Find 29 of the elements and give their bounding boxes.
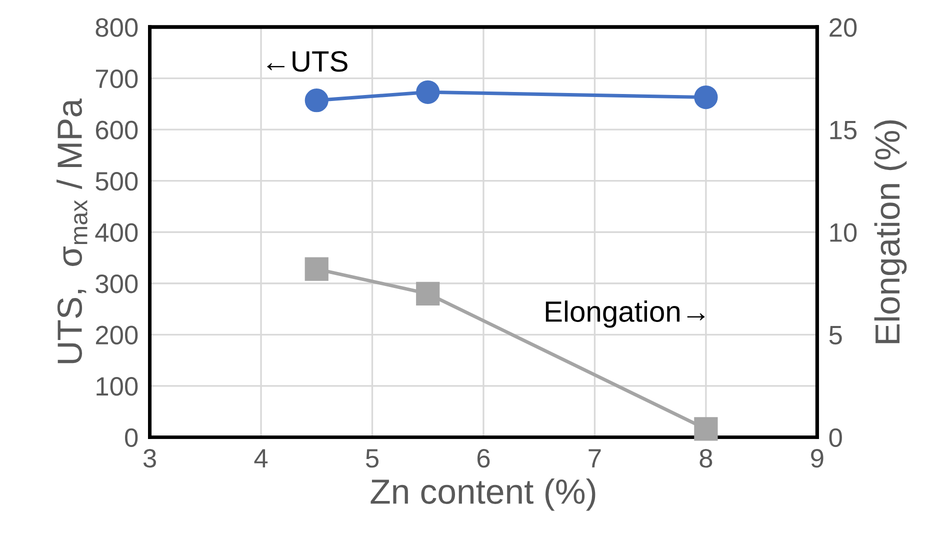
y2-tick-label: 5 (829, 326, 842, 344)
point (304, 257, 328, 281)
point (694, 417, 718, 441)
point (416, 282, 440, 306)
y-axis-title: UTS, σ$_{max}$ / MPa (56, 98, 88, 364)
y2-tick-label: 0 (829, 428, 842, 448)
y2-tick-label: 15 (830, 120, 857, 140)
y-tick-label: 600 (96, 120, 138, 140)
x-tick-label: 3 (143, 448, 156, 468)
y-tick-label: 800 (96, 18, 138, 37)
x-tick-label: 5 (366, 449, 378, 468)
x-tick-label: 4 (254, 449, 268, 468)
y-tick-label: 0 (125, 428, 138, 448)
y-tick-label: 500 (96, 172, 138, 191)
y-tick-label: 700 (96, 69, 138, 88)
x-tick-label: 7 (588, 449, 601, 468)
y-tick-label: 300 (96, 274, 138, 294)
x-tick-label: 8 (700, 448, 712, 468)
annotation: Elongation→ (546, 300, 705, 328)
y-tick-label: 400 (95, 223, 138, 242)
y-tick-label: 100 (96, 377, 138, 396)
x-axis-title: Zn content (%) (370, 478, 596, 511)
x-tick-label: 6 (477, 448, 490, 468)
y2-axis-title: Elongation (%) (874, 120, 907, 344)
y2-tick-label: 10 (830, 223, 857, 242)
annotation: ←UTS (267, 51, 348, 72)
y2-tick-label: 20 (830, 18, 857, 37)
y-tick-label: 200 (96, 326, 138, 344)
x-tick-label: 9 (811, 448, 824, 468)
